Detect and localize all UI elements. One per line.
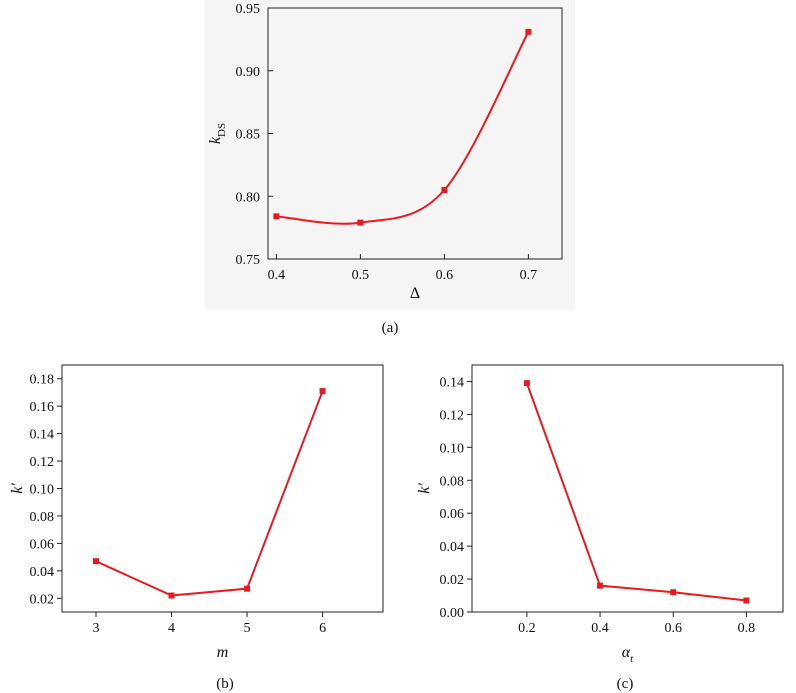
panel-b-y-tick-label: 0.16: [30, 400, 55, 415]
panel-b-y-tick-label: 0.12: [30, 455, 55, 470]
panel-c: 0.2 0.4 0.6 0.8 0.00 0.02 0.04 0.06 0.08 0.10 0.12…: [416, 364, 784, 692]
panel-c-caption: (c): [617, 676, 634, 692]
panel-c-data-point: [597, 582, 604, 589]
panel-b-y-tick-label: 0.06: [30, 537, 55, 552]
panel-a-background: [205, 0, 575, 310]
panel-b-y-tick-label: 0.14: [30, 428, 55, 443]
panel-c-data-point: [670, 589, 677, 596]
panel-b-data-point: [168, 592, 175, 599]
panel-a-y-tick-label: 0.85: [236, 128, 261, 143]
panel-c-y-tick-label: 0.04: [440, 540, 465, 555]
panel-b-y-axis-label: k': [9, 483, 26, 494]
panel-b-x-tick-label: 3: [92, 621, 99, 636]
panel-a-y-tick-label: 0.95: [236, 2, 261, 17]
panel-c-y-tick-label: 0.08: [440, 474, 465, 489]
panel-a-y-tick-label: 0.90: [236, 65, 261, 80]
panel-a-x-tick-label: 0.6: [436, 268, 454, 283]
panel-a-y-axis-label: kDS: [207, 123, 228, 144]
panel-a-x-tick-label: 0.5: [352, 268, 370, 283]
panel-a-data-point: [273, 213, 280, 220]
panel-c-y-axis-label: k': [416, 483, 433, 494]
panel-b-y-tick-label: 0.04: [30, 565, 55, 580]
panel-a-data-point: [441, 186, 448, 193]
panel-b-y-tick-label: 0.18: [30, 373, 55, 388]
panel-b-data-point: [92, 558, 99, 565]
panel-b-x-tick-label: 4: [168, 621, 175, 636]
panel-c-x-tick-label: 0.8: [738, 621, 756, 636]
panel-c-data-point: [743, 597, 750, 604]
panel-a-y-tick-label: 0.80: [236, 190, 261, 205]
panel-c-x-tick-label: 0.4: [591, 621, 609, 636]
panel-b-y-tick-label: 0.02: [30, 592, 55, 607]
panel-b-y-tick-label: 0.08: [30, 510, 55, 525]
panel-c-y-tick-label: 0.14: [440, 375, 465, 390]
panel-c-y-tick-label: 0.10: [440, 441, 465, 456]
panel-b-x-tick-label: 5: [244, 621, 251, 636]
panel-b-data-point: [244, 585, 251, 592]
panel-a-series-line: [276, 31, 530, 225]
panel-c-y-tick-label: 0.02: [440, 573, 465, 588]
panel-a-caption: (a): [382, 320, 399, 336]
panel-a-x-tick-label: 0.4: [268, 268, 286, 283]
panel-b-axes-frame: [61, 364, 384, 613]
panel-a-x-axis-label: Δ: [410, 285, 420, 302]
panel-b-y-tick-label: 0.10: [30, 483, 55, 498]
panel-a-data-point: [357, 219, 364, 226]
panel-a-data-point: [525, 28, 532, 35]
panel-c-axes-frame: [471, 364, 784, 613]
panel-b-caption: (b): [216, 676, 234, 692]
panel-c-x-tick-label: 0.2: [518, 621, 536, 636]
panel-b-series-line: [95, 390, 324, 597]
panel-c-data-point: [523, 380, 530, 387]
panel-b-data-point: [319, 388, 326, 395]
panel-a-y-tick-label: 0.75: [236, 253, 261, 268]
panel-c-y-tick-label: 0.12: [440, 408, 465, 423]
panel-c-y-tick-label: 0.00: [440, 606, 465, 621]
panel-c-series-line: [525, 382, 747, 602]
panel-a-x-tick-label: 0.7: [520, 268, 538, 283]
panel-b-x-tick-label: 6: [319, 621, 326, 636]
panel-c-x-axis-label: αt: [622, 644, 634, 665]
panel-b-x-axis-label: m: [217, 644, 229, 661]
panel-b: 3 4 5 6 0.02 0.04 0.06 0.08 0.10 0.12 0.14 0.16 0.18…: [9, 364, 384, 692]
panel-c-x-tick-label: 0.6: [664, 621, 682, 636]
panel-c-y-tick-label: 0.06: [440, 507, 465, 522]
